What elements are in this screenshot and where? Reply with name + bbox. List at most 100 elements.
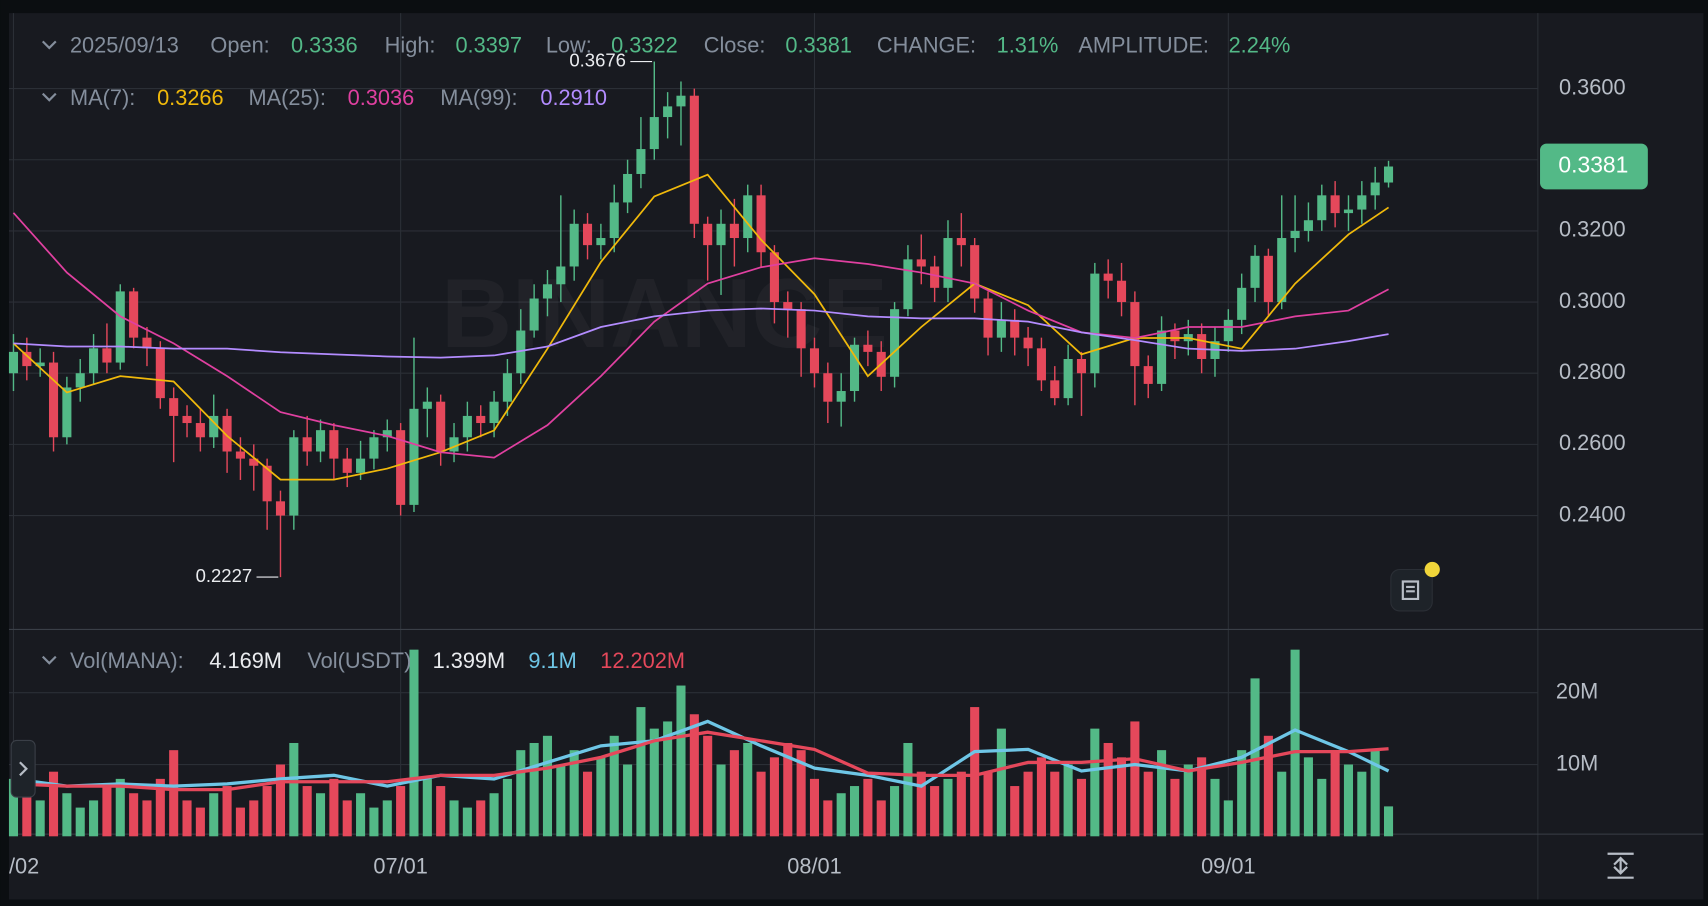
- volume-bar: [35, 800, 45, 837]
- volume-bar: [676, 685, 686, 837]
- candle-body: [529, 298, 539, 331]
- high-marker: 0.3676: [569, 49, 626, 70]
- candle-body: [609, 202, 619, 239]
- volume-bar: [1237, 750, 1247, 837]
- volume-bar: [863, 778, 873, 837]
- ma-line: [12, 173, 1390, 481]
- volume-bar: [1130, 721, 1140, 837]
- volume-bar: [663, 721, 673, 837]
- volume-bar: [302, 786, 312, 837]
- volume-bar: [542, 735, 553, 837]
- candle-body: [930, 266, 940, 288]
- candle-body: [516, 330, 526, 374]
- volume-bar: [1250, 678, 1260, 837]
- candle-body: [382, 430, 392, 438]
- expand-left-button[interactable]: [10, 739, 36, 798]
- volume-bar: [449, 800, 459, 837]
- volume-bar: [115, 778, 125, 837]
- candle-body: [342, 458, 352, 473]
- volume-bar: [1357, 771, 1367, 837]
- last-price-badge: [1540, 143, 1648, 190]
- volume-bar: [916, 771, 926, 837]
- candle-body: [396, 430, 406, 505]
- volume-bar: [235, 807, 245, 837]
- candle-body: [1157, 330, 1167, 384]
- volume-bar: [409, 649, 419, 837]
- candle-body: [1170, 330, 1180, 342]
- volume-bar: [275, 764, 286, 837]
- volume-bar: [930, 786, 940, 837]
- candle-body: [129, 291, 139, 338]
- volume-bar: [22, 786, 32, 837]
- candle-body: [663, 106, 673, 118]
- candle-body: [142, 337, 152, 349]
- volume-bar: [249, 800, 259, 837]
- volume-bar: [142, 800, 152, 837]
- volume-bar: [756, 771, 766, 837]
- volume-bar: [369, 807, 379, 837]
- marks: [8, 61, 1394, 837]
- watermark: BINANCE: [441, 258, 887, 368]
- candle-body: [422, 401, 432, 409]
- volume-bar: [1050, 771, 1060, 837]
- candle-body: [8, 351, 19, 374]
- candle-body: [1050, 380, 1060, 399]
- ma-line: [12, 212, 1389, 459]
- candle-body: [262, 465, 272, 502]
- volume-bar: [1303, 757, 1313, 837]
- candle-body: [182, 415, 192, 424]
- volume-bar: [62, 793, 72, 837]
- candle-body: [302, 437, 312, 452]
- candle-body: [1103, 273, 1113, 281]
- candle-body: [369, 437, 379, 459]
- volume-bar: [502, 778, 512, 837]
- y-tick-label: 0.2800: [1559, 359, 1626, 384]
- collapse-icon[interactable]: [41, 655, 57, 665]
- candle-body: [1263, 255, 1273, 303]
- volume-bar: [1157, 750, 1167, 837]
- candle-body: [502, 373, 512, 402]
- candle-body: [62, 387, 72, 438]
- volume-bar: [422, 778, 432, 837]
- notification-dot: [1424, 561, 1440, 578]
- volume-bar: [983, 771, 993, 837]
- volume-bar: [436, 786, 446, 837]
- fit-axis-button[interactable]: [1607, 852, 1634, 879]
- volume-bar: [556, 764, 566, 837]
- candle-body: [956, 238, 966, 246]
- collapse-icon[interactable]: [41, 92, 57, 102]
- vol-ma-value: 12.202M: [600, 648, 685, 673]
- volume-bar: [89, 800, 99, 837]
- vol-usdt-value: 1.399M: [433, 648, 506, 673]
- volume-bar: [342, 800, 352, 837]
- x-tick-label: /02: [9, 854, 39, 879]
- volume-bar: [703, 735, 713, 837]
- notes-icon: [1401, 580, 1420, 601]
- volume-bar: [329, 778, 339, 837]
- candle-body: [169, 398, 179, 416]
- candle-body: [35, 362, 45, 367]
- volume-bar: [356, 793, 366, 837]
- volume-bar: [382, 800, 392, 837]
- collapse-icon[interactable]: [41, 40, 57, 50]
- y-tick-label: 0.3600: [1559, 74, 1626, 99]
- candle-body: [1223, 319, 1233, 342]
- volume-bar: [809, 778, 820, 837]
- candle-body: [48, 362, 59, 438]
- legend-value: 0.3036: [348, 85, 415, 110]
- candle-body: [436, 401, 446, 452]
- volume-bar: [476, 800, 486, 837]
- volume-bar: [1076, 778, 1087, 837]
- legend-label: MA(99):: [440, 85, 517, 110]
- candle-body: [970, 245, 980, 299]
- vol-value: 4.169M: [209, 648, 282, 673]
- candle-body: [462, 415, 472, 438]
- candle-body: [1197, 334, 1207, 359]
- volume-bar: [1063, 764, 1073, 837]
- volume-bar: [462, 807, 472, 837]
- legend-label: MA(25):: [249, 85, 326, 110]
- volume-bar: [1183, 764, 1193, 837]
- volume-bar: [155, 778, 165, 837]
- amplitude-value: 2.24%: [1229, 33, 1291, 58]
